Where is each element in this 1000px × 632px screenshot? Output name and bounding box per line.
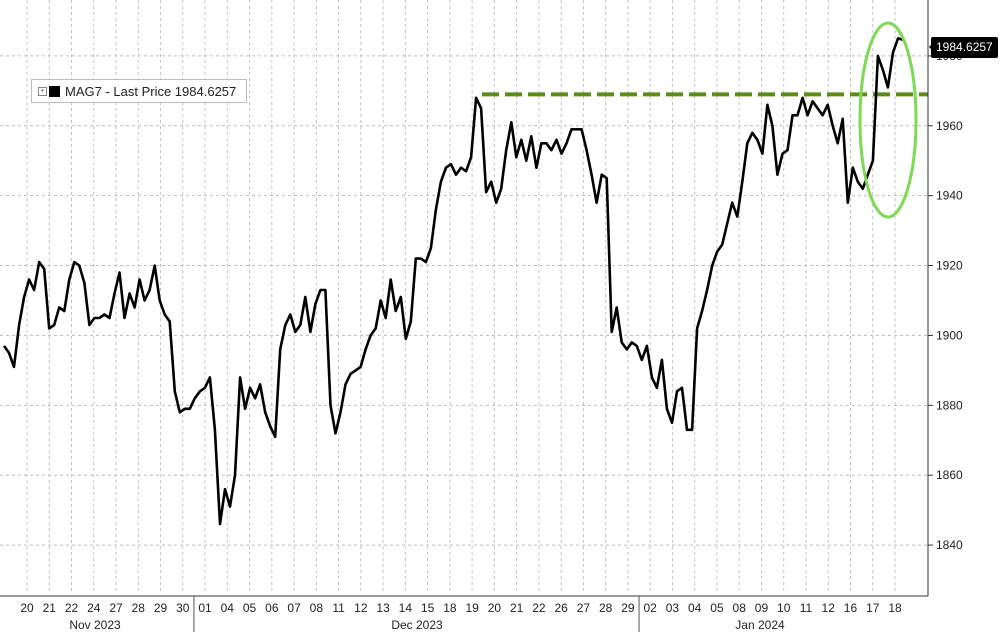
- x-tick-label: 27: [577, 601, 591, 615]
- x-tick-label: 28: [599, 601, 613, 615]
- y-axis: 18401860188019001920194019601980: [927, 0, 963, 596]
- x-tick-label: 01: [198, 601, 212, 615]
- x-tick-label: 10: [777, 601, 791, 615]
- last-price-badge: 1984.6257: [931, 37, 998, 58]
- x-tick-label: 22: [532, 601, 546, 615]
- x-tick-label: 08: [310, 601, 324, 615]
- x-tick-label: 02: [643, 601, 657, 615]
- y-tick-label: 1880: [936, 398, 963, 412]
- x-tick-label: 19: [465, 601, 479, 615]
- x-tick-label: 29: [621, 601, 635, 615]
- legend-label: MAG7 - Last Price 1984.6257: [65, 83, 237, 99]
- x-tick-label: 12: [354, 601, 368, 615]
- y-tick-label: 1900: [936, 328, 963, 342]
- x-tick-label: 04: [688, 601, 702, 615]
- x-tick-label: 05: [243, 601, 257, 615]
- x-tick-label: 12: [822, 601, 836, 615]
- x-tick-label: 20: [20, 601, 34, 615]
- x-tick-label: 11: [332, 601, 345, 615]
- series-line-mag7: [2, 37, 904, 526]
- month-label: Nov 2023: [69, 618, 121, 632]
- x-tick-label: 05: [710, 601, 724, 615]
- x-tick-label: 18: [888, 601, 902, 615]
- highlight-ellipse-shape: [858, 21, 918, 219]
- y-tick-label: 1920: [936, 259, 963, 273]
- x-tick-label: 08: [733, 601, 747, 615]
- y-tick-label: 1840: [936, 538, 963, 552]
- x-tick-label: 17: [866, 601, 880, 615]
- x-tick-label: 26: [554, 601, 568, 615]
- x-tick-label: 13: [376, 601, 390, 615]
- price-series: [2, 37, 904, 526]
- x-tick-label: 21: [43, 601, 57, 615]
- x-tick-label: 24: [87, 601, 101, 615]
- x-tick-label: 29: [154, 601, 168, 615]
- x-tick-label: 11: [800, 601, 813, 615]
- x-tick-label: 06: [265, 601, 279, 615]
- x-tick-label: 18: [443, 601, 457, 615]
- x-tick-label: 07: [287, 601, 301, 615]
- legend[interactable]: + MAG7 - Last Price 1984.6257: [31, 79, 247, 103]
- month-label: Jan 2024: [735, 618, 785, 632]
- x-tick-label: 27: [109, 601, 123, 615]
- x-tick-label: 28: [132, 601, 146, 615]
- x-tick-label: 20: [488, 601, 502, 615]
- x-tick-label: 14: [399, 601, 413, 615]
- x-tick-label: 04: [221, 601, 235, 615]
- x-tick-label: 22: [65, 601, 79, 615]
- y-tick-label: 1960: [936, 119, 963, 133]
- legend-swatch: [49, 85, 60, 97]
- y-tick-label: 1940: [936, 189, 963, 203]
- x-axis: 20 21 22 24 27 28 29 30 01 04 05 06 07 08 11 12 13 14 15 18…: [0, 595, 928, 632]
- x-tick-label: 03: [666, 601, 680, 615]
- x-tick-label: 21: [510, 601, 524, 615]
- highlight-ellipse: [858, 21, 918, 219]
- month-label: Dec 2023: [391, 618, 443, 632]
- x-tick-label: 09: [755, 601, 769, 615]
- x-tick-label: 16: [844, 601, 858, 615]
- x-tick-label: 30: [176, 601, 190, 615]
- y-tick-label: 1860: [936, 468, 963, 482]
- x-tick-label: 15: [421, 601, 435, 615]
- legend-expand-icon[interactable]: +: [38, 86, 47, 96]
